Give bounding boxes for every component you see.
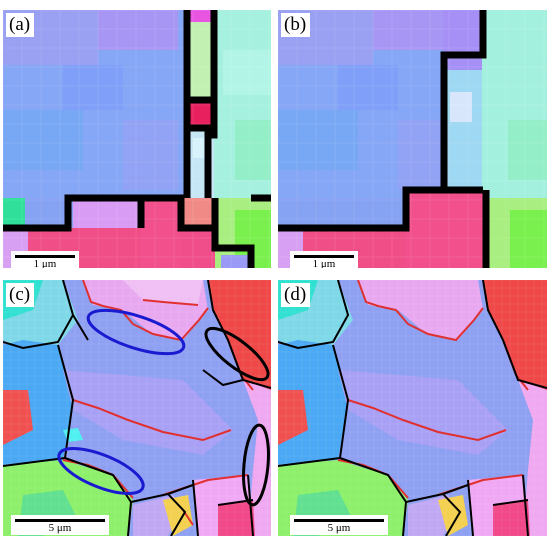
panel-label-b: (b): [281, 13, 311, 37]
scale-bar-text-a: 1 μm: [33, 258, 57, 268]
highlight-ellipse-black-edge: [242, 423, 270, 507]
scale-bar-a: 1 μm: [11, 251, 79, 268]
scale-bar-text-b: 1 μm: [312, 258, 336, 268]
orientation-map-b: [278, 10, 547, 268]
panel-label-a: (a): [6, 13, 35, 37]
scale-bar-line: [294, 519, 384, 522]
map-panel-a: (a) 1 μm: [3, 10, 271, 268]
orientation-map-d: [278, 280, 547, 536]
scale-bar-c: 5 μm: [11, 515, 109, 535]
orientation-map-c: [3, 280, 271, 536]
highlight-ellipse-black-right: [204, 326, 270, 382]
orientation-map-a: [3, 10, 271, 268]
highlight-ellipse-blue-top: [86, 308, 186, 356]
scale-bar-text-d: 5 μm: [327, 522, 351, 534]
panel-label-c: (c): [6, 283, 35, 307]
map-panel-c: (c) 5 μm: [3, 280, 271, 536]
scale-bar-line: [15, 519, 105, 522]
scale-bar-text-c: 5 μm: [48, 522, 72, 534]
highlight-ellipse-blue-bottom: [57, 447, 145, 495]
scale-bar-d: 5 μm: [290, 515, 388, 535]
scale-bar-line: [15, 255, 75, 258]
panel-label-d: (d): [281, 283, 311, 307]
map-panel-d: (d) 5 μm: [278, 280, 547, 536]
map-panel-b: (b) 1 μm: [278, 10, 547, 268]
scale-bar-b: 1 μm: [290, 251, 358, 268]
scale-bar-line: [294, 255, 354, 258]
